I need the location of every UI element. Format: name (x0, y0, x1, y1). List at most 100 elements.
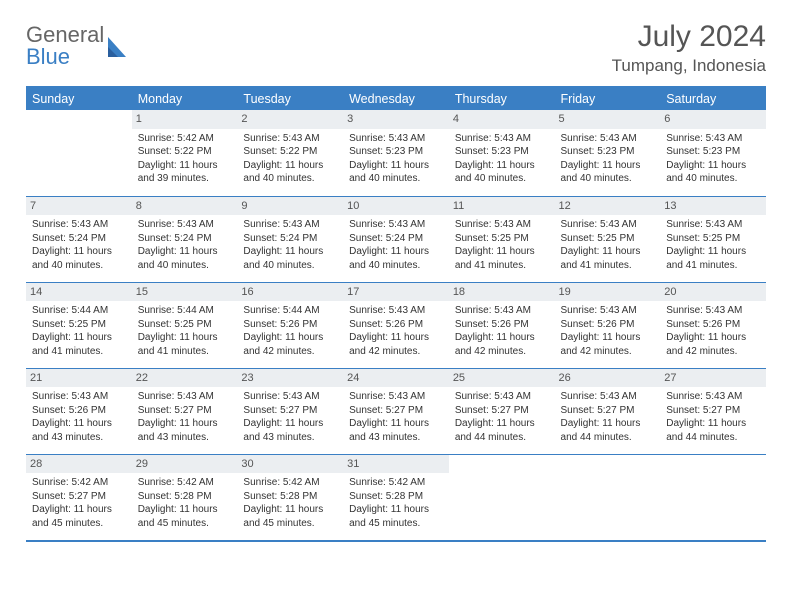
day-number: 25 (449, 369, 555, 388)
daylight-line: Daylight: 11 hours (666, 159, 760, 173)
sunset-line: Sunset: 5:27 PM (138, 404, 232, 418)
daylight-line: Daylight: 11 hours (138, 245, 232, 259)
calendar-wrap: SundayMondayTuesdayWednesdayThursdayFrid… (26, 86, 766, 542)
daylight-line: and 40 minutes. (32, 259, 126, 273)
daylight-line: and 40 minutes. (349, 172, 443, 186)
daylight-line: and 42 minutes. (455, 345, 549, 359)
sunrise-line: Sunrise: 5:42 AM (349, 476, 443, 490)
day-number: 21 (26, 369, 132, 388)
sunrise-line: Sunrise: 5:43 AM (561, 218, 655, 232)
daylight-line: Daylight: 11 hours (455, 245, 549, 259)
day-number: 26 (555, 369, 661, 388)
sunset-line: Sunset: 5:25 PM (138, 318, 232, 332)
daylight-line: Daylight: 11 hours (666, 417, 760, 431)
sunrise-line: Sunrise: 5:43 AM (349, 390, 443, 404)
day-number: 27 (660, 369, 766, 388)
calendar-day-cell: 23Sunrise: 5:43 AMSunset: 5:27 PMDayligh… (237, 368, 343, 454)
sunrise-line: Sunrise: 5:42 AM (243, 476, 337, 490)
brand-text: General Blue (26, 24, 104, 68)
daylight-line: and 43 minutes. (243, 431, 337, 445)
sunset-line: Sunset: 5:28 PM (138, 490, 232, 504)
daylight-line: and 39 minutes. (138, 172, 232, 186)
calendar-week-row: 14Sunrise: 5:44 AMSunset: 5:25 PMDayligh… (26, 282, 766, 368)
brand-sail-icon (106, 31, 132, 59)
day-number: 29 (132, 455, 238, 474)
daylight-line: Daylight: 11 hours (243, 417, 337, 431)
day-number: 12 (555, 197, 661, 216)
calendar-day-cell: 2Sunrise: 5:43 AMSunset: 5:22 PMDaylight… (237, 110, 343, 196)
day-number: 18 (449, 283, 555, 302)
calendar-day-cell: 4Sunrise: 5:43 AMSunset: 5:23 PMDaylight… (449, 110, 555, 196)
weekday-header-row: SundayMondayTuesdayWednesdayThursdayFrid… (26, 88, 766, 110)
sunset-line: Sunset: 5:26 PM (349, 318, 443, 332)
daylight-line: and 43 minutes. (32, 431, 126, 445)
daylight-line: Daylight: 11 hours (349, 417, 443, 431)
daylight-line: Daylight: 11 hours (561, 417, 655, 431)
daylight-line: and 42 minutes. (243, 345, 337, 359)
day-number: 23 (237, 369, 343, 388)
calendar-day-cell (26, 110, 132, 196)
calendar-day-cell: 5Sunrise: 5:43 AMSunset: 5:23 PMDaylight… (555, 110, 661, 196)
day-number: 6 (660, 110, 766, 129)
daylight-line: Daylight: 11 hours (455, 159, 549, 173)
sunrise-line: Sunrise: 5:43 AM (243, 132, 337, 146)
daylight-line: and 42 minutes. (561, 345, 655, 359)
daylight-line: Daylight: 11 hours (32, 503, 126, 517)
sunrise-line: Sunrise: 5:43 AM (243, 218, 337, 232)
daylight-line: and 44 minutes. (666, 431, 760, 445)
daylight-line: and 41 minutes. (666, 259, 760, 273)
sunset-line: Sunset: 5:26 PM (455, 318, 549, 332)
sunset-line: Sunset: 5:25 PM (666, 232, 760, 246)
calendar-day-cell: 28Sunrise: 5:42 AMSunset: 5:27 PMDayligh… (26, 454, 132, 540)
daylight-line: and 41 minutes. (138, 345, 232, 359)
calendar-day-cell (660, 454, 766, 540)
day-number: 19 (555, 283, 661, 302)
calendar-day-cell (449, 454, 555, 540)
sunrise-line: Sunrise: 5:43 AM (138, 390, 232, 404)
day-number: 15 (132, 283, 238, 302)
daylight-line: Daylight: 11 hours (243, 245, 337, 259)
daylight-line: and 44 minutes. (455, 431, 549, 445)
sunrise-line: Sunrise: 5:43 AM (666, 304, 760, 318)
daylight-line: Daylight: 11 hours (666, 245, 760, 259)
sunrise-line: Sunrise: 5:43 AM (349, 304, 443, 318)
sunset-line: Sunset: 5:22 PM (243, 145, 337, 159)
day-number: 17 (343, 283, 449, 302)
calendar-week-row: 21Sunrise: 5:43 AMSunset: 5:26 PMDayligh… (26, 368, 766, 454)
daylight-line: Daylight: 11 hours (349, 159, 443, 173)
day-number: 24 (343, 369, 449, 388)
sunset-line: Sunset: 5:25 PM (455, 232, 549, 246)
calendar-table: SundayMondayTuesdayWednesdayThursdayFrid… (26, 88, 766, 540)
day-number: 3 (343, 110, 449, 129)
calendar-day-cell: 7Sunrise: 5:43 AMSunset: 5:24 PMDaylight… (26, 196, 132, 282)
day-number: 31 (343, 455, 449, 474)
day-number: 16 (237, 283, 343, 302)
calendar-day-cell: 24Sunrise: 5:43 AMSunset: 5:27 PMDayligh… (343, 368, 449, 454)
day-number: 10 (343, 197, 449, 216)
calendar-day-cell: 27Sunrise: 5:43 AMSunset: 5:27 PMDayligh… (660, 368, 766, 454)
sunrise-line: Sunrise: 5:43 AM (349, 218, 443, 232)
day-number: 1 (132, 110, 238, 129)
weekday-header: Sunday (26, 88, 132, 110)
daylight-line: and 43 minutes. (349, 431, 443, 445)
calendar-day-cell: 29Sunrise: 5:42 AMSunset: 5:28 PMDayligh… (132, 454, 238, 540)
sunset-line: Sunset: 5:27 PM (32, 490, 126, 504)
daylight-line: and 40 minutes. (561, 172, 655, 186)
weekday-header: Friday (555, 88, 661, 110)
day-number: 30 (237, 455, 343, 474)
daylight-line: Daylight: 11 hours (32, 331, 126, 345)
calendar-day-cell: 25Sunrise: 5:43 AMSunset: 5:27 PMDayligh… (449, 368, 555, 454)
calendar-day-cell: 17Sunrise: 5:43 AMSunset: 5:26 PMDayligh… (343, 282, 449, 368)
day-number: 8 (132, 197, 238, 216)
sunrise-line: Sunrise: 5:43 AM (666, 132, 760, 146)
sunrise-line: Sunrise: 5:43 AM (138, 218, 232, 232)
sunset-line: Sunset: 5:26 PM (243, 318, 337, 332)
calendar-day-cell: 10Sunrise: 5:43 AMSunset: 5:24 PMDayligh… (343, 196, 449, 282)
daylight-line: and 40 minutes. (243, 259, 337, 273)
calendar-day-cell: 13Sunrise: 5:43 AMSunset: 5:25 PMDayligh… (660, 196, 766, 282)
day-number: 5 (555, 110, 661, 129)
calendar-week-row: 1Sunrise: 5:42 AMSunset: 5:22 PMDaylight… (26, 110, 766, 196)
page-header: General Blue July 2024 Tumpang, Indonesi… (26, 20, 766, 76)
daylight-line: Daylight: 11 hours (243, 331, 337, 345)
sunset-line: Sunset: 5:28 PM (243, 490, 337, 504)
